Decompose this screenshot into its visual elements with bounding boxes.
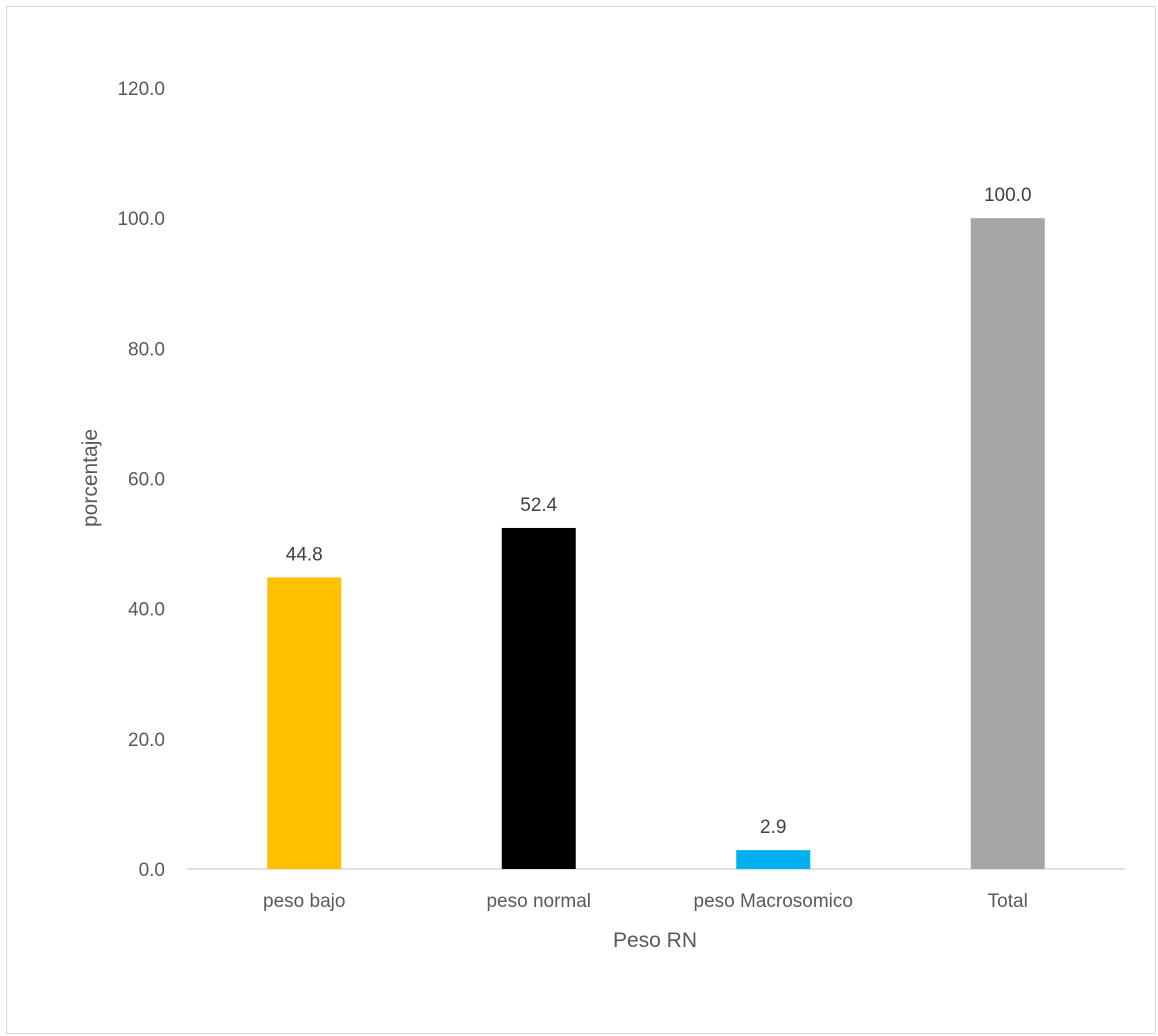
x-tick-label: peso bajo bbox=[263, 891, 345, 912]
data-labels: 44.8 52.4 2.9 100.0 bbox=[286, 185, 1032, 838]
x-tick-label: Total bbox=[988, 891, 1028, 912]
data-label: 44.8 bbox=[286, 544, 323, 565]
chart-frame bbox=[6, 6, 1156, 1034]
y-tick-label: 0.0 bbox=[139, 860, 165, 881]
x-axis-ticks: peso bajo peso normal peso Macrosomico Tota… bbox=[263, 891, 1028, 912]
y-axis-title: porcentaje bbox=[79, 429, 102, 527]
data-label: 52.4 bbox=[520, 495, 557, 516]
y-tick-label: 20.0 bbox=[128, 730, 165, 751]
y-tick-label: 60.0 bbox=[128, 470, 165, 491]
y-tick-label: 100.0 bbox=[117, 209, 165, 230]
bar-peso-macrosomico bbox=[736, 850, 811, 869]
y-tick-label: 40.0 bbox=[128, 600, 165, 621]
y-tick-label: 80.0 bbox=[128, 339, 165, 360]
x-tick-label: peso normal bbox=[486, 891, 591, 912]
bars bbox=[267, 218, 1045, 869]
bar-total bbox=[970, 218, 1045, 869]
data-label: 100.0 bbox=[984, 185, 1032, 206]
bar-peso-bajo bbox=[267, 577, 342, 869]
x-axis-title: Peso RN bbox=[613, 929, 697, 952]
y-tick-label: 120.0 bbox=[117, 79, 165, 100]
data-label: 2.9 bbox=[760, 817, 786, 838]
y-axis-ticks: 0.0 20.0 40.0 60.0 80.0 100.0 120.0 bbox=[117, 79, 165, 881]
bar-peso-normal bbox=[501, 527, 576, 869]
x-tick-label: peso Macrosomico bbox=[694, 891, 853, 912]
